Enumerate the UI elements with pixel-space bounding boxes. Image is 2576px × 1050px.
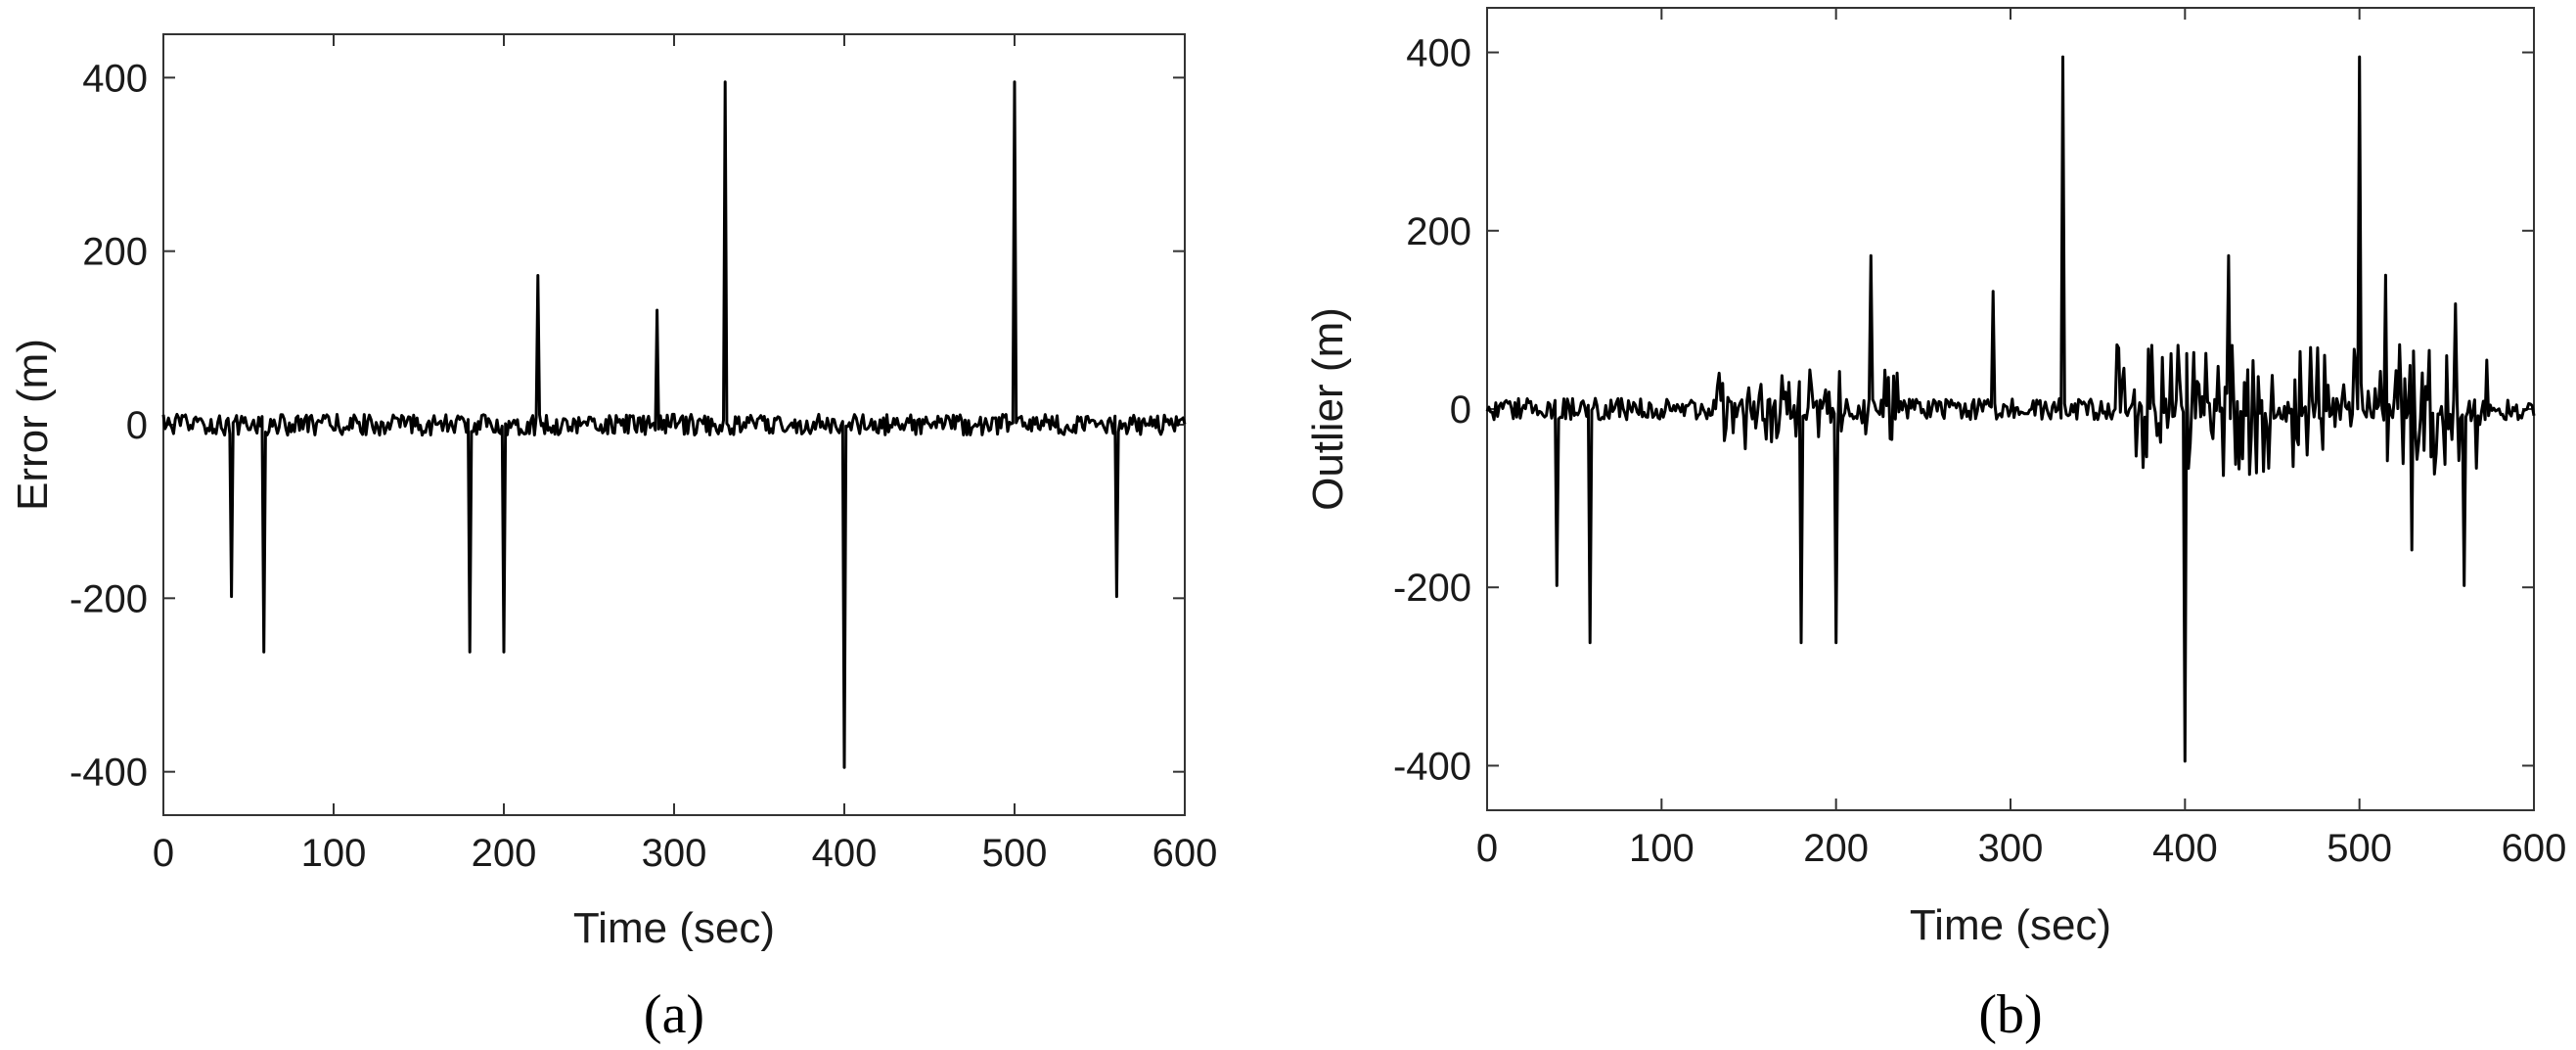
y-tick-label: 200 bbox=[1406, 210, 1471, 253]
chart-panel-a: -400 -200 0 200 400 0 100 200 300 400 500 600 Time… bbox=[9, 33, 1218, 1045]
y-tick-label: 200 bbox=[82, 231, 148, 274]
x-ticks-a: 0 100 200 300 400 500 600 bbox=[153, 34, 1218, 875]
y-axis-label-a: Error (m) bbox=[9, 339, 57, 511]
y-axis-label-b: Outlier (m) bbox=[1304, 307, 1352, 511]
x-tick-label: 300 bbox=[1978, 827, 2044, 870]
x-tick-label: 400 bbox=[2152, 827, 2218, 870]
x-tick-label: 600 bbox=[2502, 827, 2567, 870]
panel-caption-b: (b) bbox=[1978, 984, 2042, 1045]
y-tick-label: -400 bbox=[1393, 745, 1471, 788]
x-tick-label: 500 bbox=[982, 832, 1048, 875]
x-axis-label-a: Time (sec) bbox=[573, 904, 775, 952]
y-tick-label: -400 bbox=[69, 752, 148, 795]
x-tick-label: 600 bbox=[1152, 832, 1218, 875]
x-tick-label: 0 bbox=[1476, 827, 1498, 870]
y-tick-label: 400 bbox=[1406, 32, 1471, 75]
x-tick-label: 300 bbox=[642, 832, 707, 875]
x-axis-label-b: Time (sec) bbox=[1910, 901, 2111, 949]
y-tick-label: -200 bbox=[1393, 567, 1471, 610]
x-tick-label: 500 bbox=[2327, 827, 2392, 870]
x-tick-label: 100 bbox=[301, 832, 367, 875]
x-tick-label: 200 bbox=[472, 832, 537, 875]
y-tick-label: 400 bbox=[82, 57, 148, 100]
x-ticks-b: 0 100 200 300 400 500 600 bbox=[1476, 8, 2567, 870]
panel-caption-a: (a) bbox=[644, 984, 704, 1045]
y-tick-label: 0 bbox=[126, 404, 148, 447]
x-tick-label: 100 bbox=[1629, 827, 1695, 870]
y-ticks-a: -400 -200 0 200 400 bbox=[69, 57, 1185, 795]
x-tick-label: 400 bbox=[812, 832, 878, 875]
error-series-line bbox=[161, 80, 1187, 769]
x-tick-label: 0 bbox=[153, 832, 174, 875]
y-tick-label: 0 bbox=[1450, 388, 1471, 432]
x-tick-label: 200 bbox=[1803, 827, 1869, 870]
y-tick-label: -200 bbox=[69, 577, 148, 620]
y-ticks-b: -400 -200 0 200 400 bbox=[1393, 32, 2534, 788]
chart-panel-b: -400 -200 0 200 400 0 100 200 300 400 500 600 Time… bbox=[1304, 7, 2567, 1045]
outlier-series-line bbox=[1485, 55, 2536, 763]
